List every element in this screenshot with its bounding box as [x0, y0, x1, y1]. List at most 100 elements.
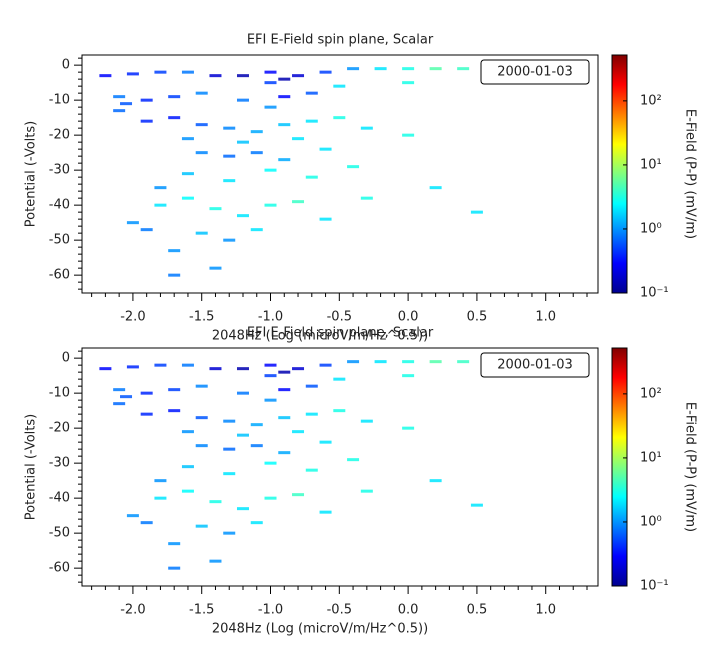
x-tick-label: 0.0 [398, 603, 419, 618]
x-tick-label: -1.0 [258, 310, 283, 325]
y-tick-label: -10 [49, 386, 70, 401]
colorbar-label: E-Field (P-P) (mV/m) [683, 402, 698, 532]
point [319, 510, 332, 514]
x-tick-label: -1.5 [189, 603, 214, 618]
x-tick-label: -1.0 [258, 603, 283, 618]
point [305, 175, 318, 179]
plot-frame [81, 347, 599, 587]
point [292, 200, 305, 204]
point [120, 395, 133, 399]
plot-frame [81, 54, 599, 294]
point [250, 521, 263, 525]
point [278, 77, 291, 81]
point [333, 377, 346, 381]
point [168, 388, 181, 392]
point [223, 472, 236, 476]
y-tick-label: -50 [49, 526, 70, 541]
point [319, 363, 332, 367]
colorbar-tick-label: 10⁻¹ [640, 286, 669, 301]
point [195, 231, 208, 235]
x-tick-label: 1.0 [535, 603, 556, 618]
point [429, 186, 442, 190]
point [195, 444, 208, 448]
point [236, 367, 249, 371]
y-tick-label: -20 [49, 128, 70, 143]
point [236, 507, 249, 511]
point [292, 137, 305, 141]
point [278, 388, 291, 392]
x-tick-label: -0.5 [327, 310, 352, 325]
point [278, 158, 291, 162]
point [319, 147, 332, 151]
point [360, 126, 373, 130]
point [429, 479, 442, 483]
point [264, 461, 277, 465]
point [402, 67, 415, 71]
point [168, 542, 181, 546]
point [223, 238, 236, 242]
point [402, 374, 415, 378]
point [278, 416, 291, 420]
x-axis-label: 2048Hz (Log (microV/m/Hz^0.5)) [212, 622, 428, 637]
annotation: 2000-01-03 [497, 65, 573, 80]
point [429, 67, 442, 71]
y-tick-label: -30 [49, 456, 70, 471]
point [209, 207, 222, 211]
point [209, 367, 222, 371]
point [292, 493, 305, 497]
point [402, 81, 415, 85]
point [360, 489, 373, 493]
point [250, 151, 263, 155]
point [126, 365, 139, 369]
point [195, 416, 208, 420]
point [181, 430, 194, 434]
colorbar-label: E-Field (P-P) (mV/m) [683, 109, 698, 239]
point [236, 433, 249, 437]
point [347, 67, 360, 71]
x-tick-label: -2.0 [120, 310, 145, 325]
point [168, 273, 181, 277]
point [347, 360, 360, 364]
point [113, 109, 126, 113]
y-tick-label: 0 [62, 351, 70, 366]
point [429, 360, 442, 364]
point [264, 496, 277, 500]
point [402, 360, 415, 364]
point [292, 430, 305, 434]
point [236, 140, 249, 144]
point [223, 447, 236, 451]
point [223, 531, 236, 535]
point [264, 168, 277, 172]
point [181, 70, 194, 74]
point [99, 367, 112, 371]
annotation-box [480, 352, 590, 378]
point [154, 363, 167, 367]
point [120, 102, 133, 106]
point [333, 116, 346, 120]
point [278, 95, 291, 99]
point [402, 133, 415, 137]
point [223, 126, 236, 130]
point [181, 196, 194, 200]
point [457, 360, 470, 364]
point [319, 217, 332, 221]
point [209, 559, 222, 563]
point [236, 74, 249, 78]
point [195, 524, 208, 528]
point [278, 451, 291, 455]
point [195, 151, 208, 155]
y-tick-label: -30 [49, 163, 70, 178]
colorbar-tick-label: 10¹ [640, 157, 662, 172]
point [236, 214, 249, 218]
point [209, 74, 222, 78]
point [140, 412, 153, 416]
point [264, 81, 277, 85]
y-tick-label: -10 [49, 93, 70, 108]
point [209, 500, 222, 504]
point [140, 228, 153, 232]
point [264, 105, 277, 109]
x-tick-label: -0.5 [327, 603, 352, 618]
point [126, 514, 139, 518]
point [223, 419, 236, 423]
